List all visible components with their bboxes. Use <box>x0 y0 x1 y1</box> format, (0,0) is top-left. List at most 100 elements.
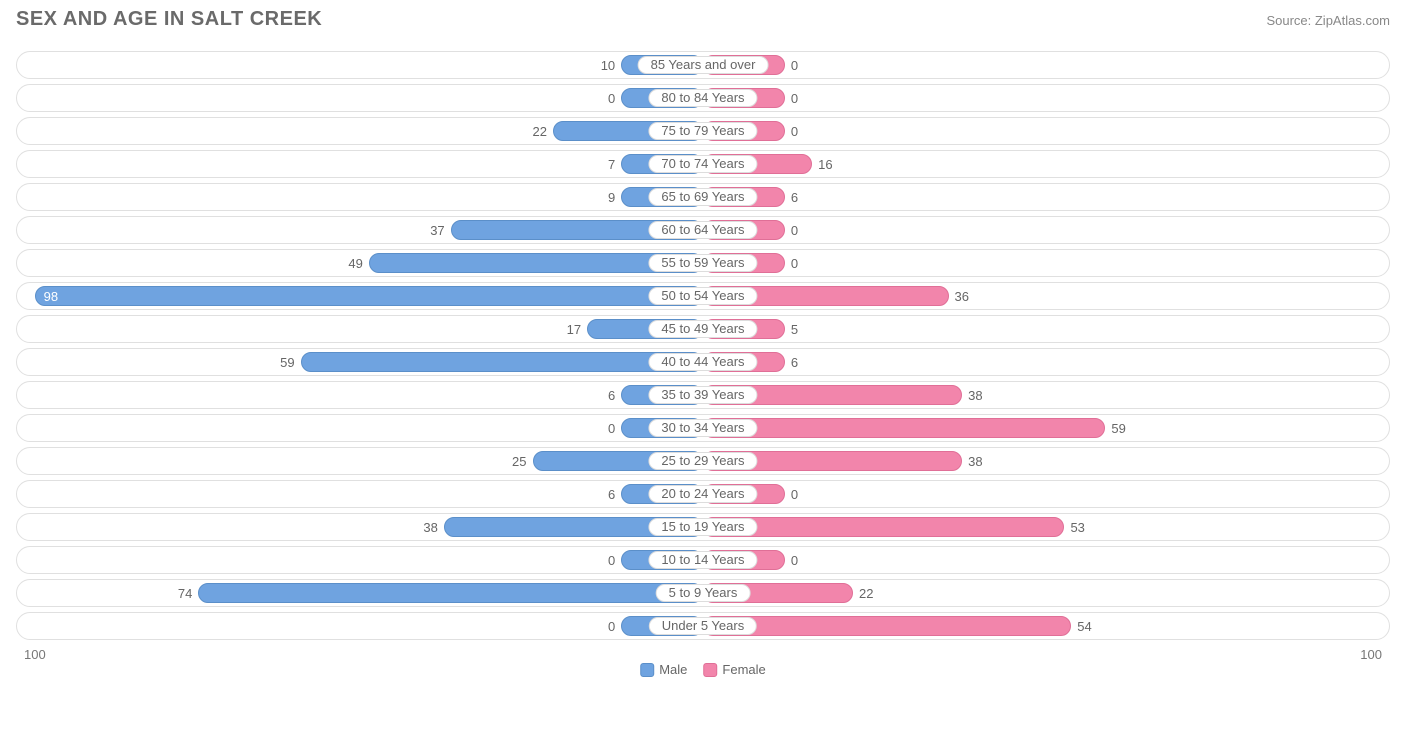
female-half: 36 <box>703 286 1385 306</box>
female-value: 59 <box>1111 421 1125 436</box>
age-category-label: 85 Years and over <box>638 56 769 74</box>
male-half: 0 <box>21 418 703 438</box>
male-value: 25 <box>512 454 526 469</box>
male-bar: 98 <box>35 286 703 306</box>
female-half: 16 <box>703 154 1385 174</box>
male-half: 17 <box>21 319 703 339</box>
male-half: 0 <box>21 616 703 636</box>
male-value: 9 <box>608 190 615 205</box>
age-row: 17545 to 49 Years <box>16 315 1390 343</box>
male-value: 22 <box>533 124 547 139</box>
male-half: 49 <box>21 253 703 273</box>
male-half: 6 <box>21 385 703 405</box>
male-half: 0 <box>21 88 703 108</box>
age-category-label: 70 to 74 Years <box>648 155 757 173</box>
female-half: 22 <box>703 583 1385 603</box>
male-value: 98 <box>44 289 58 304</box>
age-row: 6020 to 24 Years <box>16 480 1390 508</box>
female-swatch-icon <box>703 663 717 677</box>
header: SEX AND AGE IN SALT CREEK Source: ZipAtl… <box>16 8 1390 31</box>
age-row: 9665 to 69 Years <box>16 183 1390 211</box>
female-value: 0 <box>791 223 798 238</box>
age-row: 7 1670 to 74 Years <box>16 150 1390 178</box>
age-category-label: 5 to 9 Years <box>656 584 751 602</box>
age-category-label: 50 to 54 Years <box>648 287 757 305</box>
female-half: 53 <box>703 517 1385 537</box>
legend-male-label: Male <box>659 662 687 677</box>
age-row: 37060 to 64 Years <box>16 216 1390 244</box>
female-value: 0 <box>791 91 798 106</box>
age-row: 74 22 5 to 9 Years <box>16 579 1390 607</box>
axis-left-max: 100 <box>24 647 46 662</box>
population-pyramid-chart: 10085 Years and over0080 to 84 Years2207… <box>16 51 1390 640</box>
female-half: 0 <box>703 121 1385 141</box>
age-category-label: Under 5 Years <box>649 617 757 635</box>
age-category-label: 30 to 34 Years <box>648 419 757 437</box>
age-category-label: 10 to 14 Years <box>648 551 757 569</box>
axis-right-max: 100 <box>1360 647 1382 662</box>
female-bar <box>703 616 1071 636</box>
male-bar <box>198 583 703 603</box>
age-category-label: 15 to 19 Years <box>648 518 757 536</box>
female-half: 0 <box>703 220 1385 240</box>
male-value: 0 <box>608 91 615 106</box>
age-category-label: 40 to 44 Years <box>648 353 757 371</box>
age-category-label: 20 to 24 Years <box>648 485 757 503</box>
female-value: 0 <box>791 124 798 139</box>
male-value: 49 <box>348 256 362 271</box>
age-row: 0 0 80 to 84 Years <box>16 84 1390 112</box>
male-half: 59 <box>21 352 703 372</box>
age-row: 59 6 40 to 44 Years <box>16 348 1390 376</box>
female-half: 0 <box>703 253 1385 273</box>
female-value: 0 <box>791 256 798 271</box>
age-row: 38 53 15 to 19 Years <box>16 513 1390 541</box>
male-value: 17 <box>567 322 581 337</box>
legend-female-label: Female <box>722 662 765 677</box>
age-row: 22 0 75 to 79 Years <box>16 117 1390 145</box>
male-half: 74 <box>21 583 703 603</box>
male-half: 38 <box>21 517 703 537</box>
male-half: 0 <box>21 550 703 570</box>
chart-title: SEX AND AGE IN SALT CREEK <box>16 8 322 31</box>
male-value: 59 <box>280 355 294 370</box>
male-half: 6 <box>21 484 703 504</box>
age-category-label: 55 to 59 Years <box>648 254 757 272</box>
male-value: 38 <box>423 520 437 535</box>
legend: Male Female <box>640 662 766 677</box>
female-value: 53 <box>1070 520 1084 535</box>
male-half: 22 <box>21 121 703 141</box>
female-half: 0 <box>703 550 1385 570</box>
female-value: 0 <box>791 58 798 73</box>
male-value: 0 <box>608 553 615 568</box>
female-half: 38 <box>703 385 1385 405</box>
male-bar <box>301 352 703 372</box>
legend-female: Female <box>703 662 765 677</box>
age-category-label: 80 to 84 Years <box>648 89 757 107</box>
female-value: 6 <box>791 355 798 370</box>
female-half: 6 <box>703 187 1385 207</box>
female-value: 22 <box>859 586 873 601</box>
female-value: 0 <box>791 553 798 568</box>
female-value: 38 <box>968 454 982 469</box>
source-attribution: Source: ZipAtlas.com <box>1266 13 1390 28</box>
age-category-label: 45 to 49 Years <box>648 320 757 338</box>
age-category-label: 75 to 79 Years <box>648 122 757 140</box>
female-half: 54 <box>703 616 1385 636</box>
female-half: 38 <box>703 451 1385 471</box>
female-value: 36 <box>955 289 969 304</box>
legend-male: Male <box>640 662 687 677</box>
male-value: 7 <box>608 157 615 172</box>
female-value: 6 <box>791 190 798 205</box>
age-row: 10085 Years and over <box>16 51 1390 79</box>
male-half: 9 <box>21 187 703 207</box>
chart-footer: 100 100 Male Female <box>16 645 1390 665</box>
male-half: 37 <box>21 220 703 240</box>
age-row: 0 0 10 to 14 Years <box>16 546 1390 574</box>
male-swatch-icon <box>640 663 654 677</box>
x-axis: 100 100 <box>16 645 1390 662</box>
age-row: 98 36 50 to 54 Years <box>16 282 1390 310</box>
female-value: 54 <box>1077 619 1091 634</box>
male-half: 7 <box>21 154 703 174</box>
male-value: 74 <box>178 586 192 601</box>
female-bar <box>703 418 1105 438</box>
